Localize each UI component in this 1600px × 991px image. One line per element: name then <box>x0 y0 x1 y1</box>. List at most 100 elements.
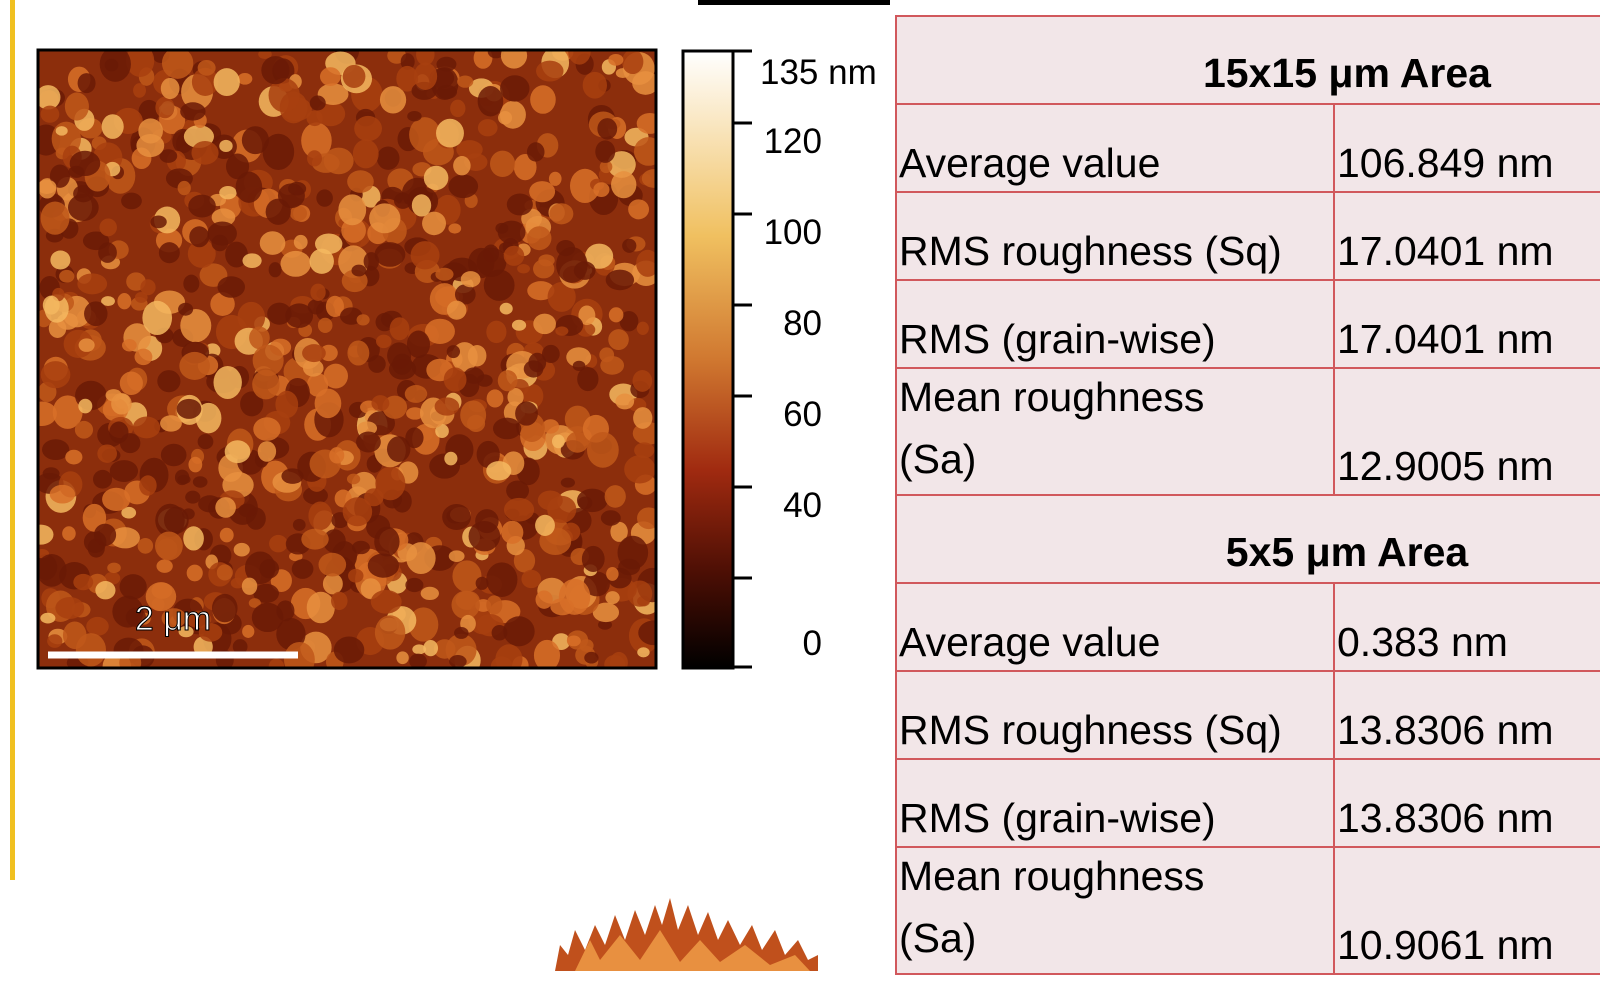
grain <box>308 502 332 531</box>
grain <box>280 251 310 277</box>
grain <box>242 253 261 268</box>
grain <box>376 335 392 349</box>
grain <box>407 111 421 121</box>
grain <box>609 307 624 322</box>
grain <box>637 113 663 134</box>
grain <box>98 242 117 263</box>
grain <box>236 172 263 203</box>
grain <box>155 532 183 561</box>
grain <box>135 292 148 303</box>
grain <box>451 591 479 619</box>
grain <box>215 497 236 518</box>
grain <box>242 578 257 595</box>
metric-value: 17.0401 nm <box>1335 193 1600 279</box>
grain <box>352 265 367 277</box>
grain <box>486 562 517 597</box>
grain <box>94 524 116 546</box>
grain <box>597 118 617 139</box>
grain <box>634 137 663 166</box>
metric-label: Average value <box>895 105 1335 191</box>
grain <box>356 432 381 453</box>
grain <box>500 75 529 101</box>
grain <box>334 637 365 664</box>
grain <box>318 553 346 577</box>
top-bar <box>698 0 890 5</box>
grain <box>637 647 649 657</box>
grain <box>253 417 280 441</box>
grain <box>47 634 62 648</box>
grain <box>615 394 634 410</box>
grain <box>182 508 195 519</box>
section-title: 15x15 μm Area <box>897 17 1600 105</box>
grain <box>504 498 534 522</box>
grain <box>56 126 68 136</box>
table-row: RMS (grain-wise)13.8306 nm <box>895 760 1600 848</box>
grain <box>261 56 289 84</box>
grain <box>638 620 669 645</box>
grain <box>637 322 649 335</box>
grain <box>78 399 92 414</box>
grain <box>354 116 382 141</box>
table-row: RMS roughness (Sq) 17.0401 nm <box>895 193 1600 281</box>
table-row: RMS (grain-wise)17.0401 nm <box>895 281 1600 369</box>
table-row: Mean roughness (Sa)10.9061 nm <box>895 848 1600 975</box>
grain <box>217 276 245 298</box>
table-row: Average value0.383 nm <box>895 584 1600 672</box>
colorbar-label: 60 <box>783 395 822 434</box>
grain <box>185 491 200 504</box>
grain <box>121 193 142 210</box>
metric-label-text: Average value <box>899 140 1160 187</box>
grain <box>41 106 60 123</box>
grain <box>475 509 498 533</box>
grain <box>189 226 209 247</box>
colorbar-ticks <box>733 51 752 667</box>
grain <box>347 340 369 365</box>
grain <box>606 567 618 581</box>
grain <box>318 318 333 333</box>
grain <box>315 389 342 419</box>
grain <box>193 476 208 487</box>
grain <box>198 434 214 449</box>
grain <box>412 194 431 216</box>
grain <box>405 578 423 592</box>
table-row: RMS roughness (Sq)13.8306 nm <box>895 672 1600 760</box>
grain <box>442 504 471 530</box>
grain <box>284 642 315 677</box>
colorbar-label: 80 <box>783 304 822 343</box>
grain <box>633 407 652 429</box>
grain <box>84 301 107 326</box>
grain <box>549 203 573 224</box>
grain <box>387 436 410 462</box>
metric-label-text: Mean roughness (Sa) <box>899 366 1259 490</box>
grain <box>62 526 76 541</box>
grain <box>331 592 348 610</box>
grain <box>549 172 562 186</box>
grain <box>371 590 402 614</box>
grain <box>161 444 187 466</box>
grain <box>142 301 172 335</box>
table-row: Mean roughness (Sa)12.9005 nm <box>895 369 1600 496</box>
grain <box>449 550 465 562</box>
grain <box>608 54 623 66</box>
grain <box>75 421 93 439</box>
grain <box>490 151 515 177</box>
grain <box>584 652 598 664</box>
grain <box>77 273 107 294</box>
grain <box>414 63 437 90</box>
grain <box>238 504 256 518</box>
grain <box>133 417 160 439</box>
grain <box>457 75 473 87</box>
grain <box>627 580 652 606</box>
grain <box>183 526 204 550</box>
grain <box>552 435 565 449</box>
grain <box>416 43 435 65</box>
grain <box>487 389 504 407</box>
grain <box>329 447 344 463</box>
grain <box>41 361 71 388</box>
metric-label-text: RMS roughness (Sq) <box>899 707 1282 754</box>
metric-label-text: RMS roughness (Sq) <box>899 228 1282 275</box>
grain <box>207 221 236 245</box>
grain <box>447 345 460 358</box>
grain <box>409 117 440 152</box>
grain <box>595 140 615 163</box>
